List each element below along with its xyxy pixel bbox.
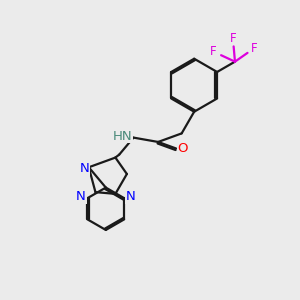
Text: F: F [210, 45, 217, 58]
Text: HN: HN [112, 130, 132, 142]
Text: F: F [230, 32, 236, 45]
Text: F: F [251, 42, 258, 55]
Text: N: N [80, 162, 89, 175]
Text: O: O [177, 142, 188, 155]
Text: N: N [76, 190, 86, 203]
Text: N: N [126, 190, 136, 203]
